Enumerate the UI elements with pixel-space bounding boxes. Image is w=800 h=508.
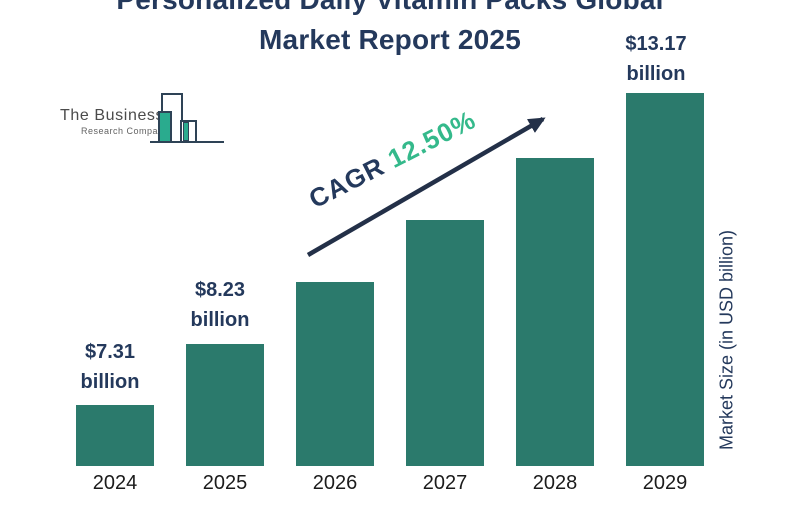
bar-2029: [626, 93, 704, 466]
company-logo: The Business Research Company: [55, 88, 235, 152]
value-label-2025: $8.23 billion: [160, 275, 280, 335]
x-tick-2027: 2027: [422, 472, 468, 494]
x-tick-2025: 2025: [202, 472, 248, 494]
bar-2024: [76, 405, 154, 466]
value-label-2029-amount: $13.17: [625, 33, 687, 55]
x-tick-2028: 2028: [532, 472, 578, 494]
chart-title-line1: Personalized Daily Vitamin Packs Global: [0, 0, 780, 20]
value-label-2025-unit: billion: [190, 309, 250, 331]
value-label-2029: $13.17 billion: [596, 29, 716, 89]
chart-title: Personalized Daily Vitamin Packs Global …: [0, 0, 780, 60]
value-label-2025-amount: $8.23: [194, 279, 246, 301]
x-tick-2029: 2029: [642, 472, 688, 494]
bar-2027: [406, 220, 484, 466]
logo-bar-teal-small: [183, 122, 189, 141]
bar-2028: [516, 158, 594, 466]
chart-title-line2: Market Report 2025: [259, 24, 521, 55]
logo-text-line2: Research Company: [81, 126, 169, 136]
value-label-2024: $7.31 billion: [50, 337, 170, 397]
bar-2025: [186, 344, 264, 466]
x-tick-2024: 2024: [92, 472, 138, 494]
value-label-2029-unit: billion: [626, 63, 686, 85]
logo-baseline: [150, 141, 224, 143]
value-label-2024-amount: $7.31: [84, 341, 136, 363]
growth-arrow-icon: [306, 117, 546, 257]
logo-bar-teal: [158, 111, 172, 143]
value-label-2024-unit: billion: [80, 371, 140, 393]
bar-2026: [296, 282, 374, 466]
y-axis-label: Market Size (in USD billion): [716, 229, 737, 451]
logo-text-line1: The Business: [60, 107, 165, 124]
x-tick-2026: 2026: [312, 472, 358, 494]
